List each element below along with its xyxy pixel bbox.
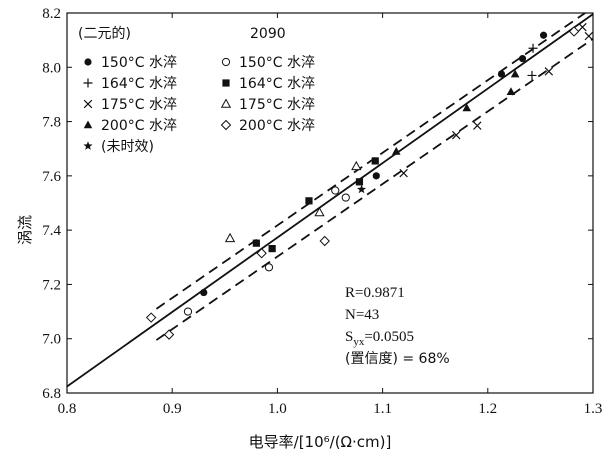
data-point-filled-circle [200,288,208,297]
data-point-filled-circle [539,31,548,39]
x-tick-label: 1.3 [584,401,603,417]
stat-syx-value: =0.0505 [364,329,414,345]
legend-marker-filled-circle [84,58,92,66]
plot-frame [66,12,594,394]
stat-r: R=0.9871 [345,285,405,301]
statistics-box: R=0.9871 N=43 Syx=0.0505 (置信度) = 68% [345,285,450,367]
legend-marker-cross [83,99,93,109]
legend-marker-filled-square [222,79,230,87]
data-point-open-triangle [351,160,362,171]
data-point-open-circle [341,193,350,202]
legend-marker-plus [83,78,93,88]
x-tick-label: 0.8 [58,401,77,417]
data-point-filled-square [252,239,260,247]
confidence-band-line [155,38,593,341]
data-point-cross [473,121,482,130]
data-point-open-circle [183,307,193,316]
legend-label: 164°C 水淬 [101,76,177,92]
data-point-cross [578,22,587,32]
data-point-filled-square [355,178,364,186]
x-tick-label: 1.0 [268,401,287,417]
data-point-cross [544,67,554,76]
legend-label: 200°C 水淬 [101,118,177,134]
y-tick-label: 8.2 [42,6,61,22]
y-tick-label: 7.4 [42,223,61,239]
data-point-filled-circle [372,172,380,180]
axes-group: 0.8 0.9 1.0 1.1 1.2 1.3 6.8 7.0 7.2 7.4 7.6 7.8 8.0 8… [42,6,602,417]
legend-marker-star [83,141,93,150]
legend-marker-open-circle [221,57,231,67]
legend-header: (二元的) [78,26,131,42]
legend-label: 150°C 水淬 [101,55,177,71]
y-tick-label: 7.0 [42,332,61,348]
legend-label: 200°C 水淬 [239,118,315,134]
stat-n: N=43 [345,307,379,323]
legend-label: 150°C 水淬 [239,55,315,71]
x-axis-title: 电导率/[10⁶/(Ω·cm)] [249,433,392,451]
data-point-filled-triangle [462,103,472,112]
data-point-filled-circle [518,55,527,63]
regression-line [67,13,593,388]
y-tick-label: 7.6 [42,169,61,185]
data-point-filled-square [305,197,313,205]
legend-marker-filled-triangle [83,120,93,129]
data-point-filled-triangle [510,69,520,78]
legend-label: 175°C 水淬 [101,97,177,113]
data-point-open-triangle [314,206,325,217]
data-point-cross [452,130,461,140]
data-point-cross [584,31,594,41]
stat-syx-sub: yx [353,336,365,348]
data-point-filled-triangle [391,146,401,155]
legend: (二元的) 2090 150°C 水淬 150°C 水淬 164°C 水淬 164°C… [78,26,315,155]
data-point-filled-square [268,245,276,253]
x-tick-label: 1.2 [478,401,497,417]
legend-alloy-label: 2090 [250,26,286,42]
data-point-star [356,184,367,194]
data-point-plus [528,43,538,53]
data-point-filled-square [371,157,379,165]
x-tick-label: 1.1 [373,401,392,417]
legend-label: 175°C 水淬 [239,97,315,113]
y-tick-label: 6.8 [42,386,61,402]
data-point-open-diamond [319,235,330,247]
data-point-filled-circle [497,70,506,78]
data-point-open-diamond [256,248,267,259]
data-point-plus [527,70,537,80]
stat-confidence: (置信度) = 68% [345,351,450,367]
legend-marker-open-triangle [220,98,232,108]
x-tick-label: 0.9 [163,401,182,417]
stat-syx-main: S [345,329,353,345]
y-axis-title: 涡流 [16,215,34,245]
data-point-open-circle [264,263,274,272]
legend-label: 164°C 水淬 [239,76,315,92]
legend-label: (未时效) [101,139,154,155]
stat-syx: Syx=0.0505 [345,329,414,348]
data-point-filled-triangle [506,87,516,96]
data-point-open-diamond [163,329,175,340]
data-point-open-circle [331,186,340,195]
data-points-group [145,22,594,340]
legend-marker-open-diamond [220,119,232,131]
data-point-open-triangle [224,232,236,243]
y-tick-label: 8.0 [42,60,61,76]
data-point-open-diamond [568,26,580,37]
data-point-cross [399,168,408,178]
y-tick-label: 7.2 [42,277,61,293]
y-tick-label: 7.8 [42,115,61,131]
data-point-open-diamond [145,312,157,323]
